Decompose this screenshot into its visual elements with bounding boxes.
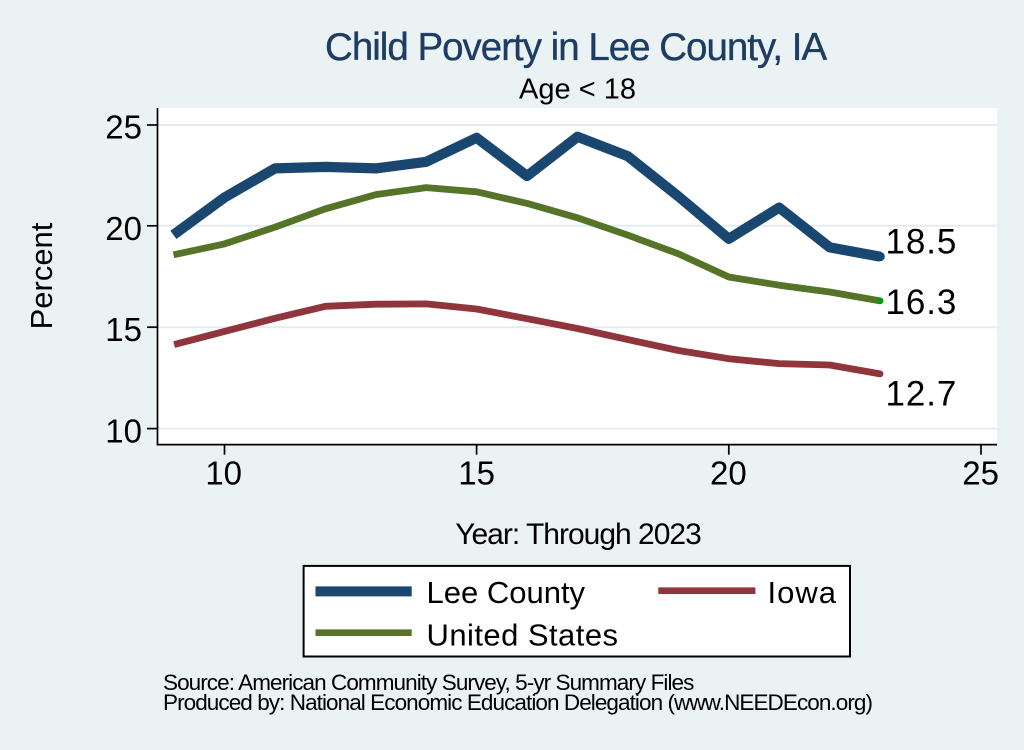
svg-text:15: 15 (458, 454, 495, 491)
svg-text:Source: American Community Sur: Source: American Community Survey, 5-yr … (163, 670, 694, 695)
svg-text:12.7: 12.7 (886, 374, 958, 413)
svg-text:Age < 18: Age < 18 (519, 74, 636, 106)
svg-text:United States: United States (427, 617, 619, 652)
svg-text:25: 25 (962, 454, 999, 491)
svg-text:Percent: Percent (24, 222, 59, 329)
svg-text:Iowa: Iowa (768, 575, 837, 610)
svg-text:Lee County: Lee County (427, 575, 586, 610)
svg-text:20: 20 (105, 210, 142, 247)
svg-text:10: 10 (205, 454, 242, 491)
svg-text:15: 15 (105, 311, 142, 348)
svg-text:10: 10 (105, 412, 142, 449)
svg-text:16.3: 16.3 (886, 283, 958, 322)
svg-text:25: 25 (105, 109, 142, 146)
svg-text:20: 20 (710, 454, 747, 491)
svg-text:Produced by: National Economic: Produced by: National Economic Education… (163, 690, 872, 715)
svg-text:Child Poverty in Lee County, I: Child Poverty in Lee County, IA (325, 26, 827, 69)
svg-text:Year: Through 2023: Year: Through 2023 (455, 518, 701, 551)
svg-text:18.5: 18.5 (886, 223, 958, 262)
